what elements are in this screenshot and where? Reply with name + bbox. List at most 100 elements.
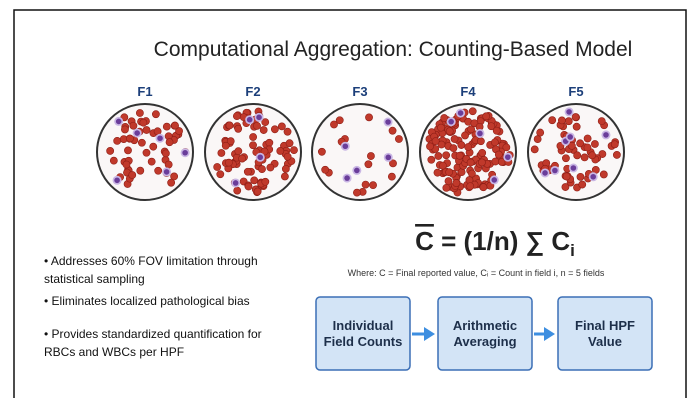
- rbc: [129, 171, 136, 178]
- rbc: [435, 152, 442, 159]
- rbc: [388, 173, 395, 180]
- rbc: [584, 144, 591, 151]
- rbc: [434, 169, 441, 176]
- rbc: [480, 184, 487, 191]
- wbc-nucleus: [114, 177, 120, 183]
- rbc: [581, 154, 588, 161]
- rbc: [458, 141, 465, 148]
- rbc: [137, 167, 144, 174]
- wbc-nucleus: [134, 130, 140, 136]
- formula: C = (1/n) ∑ Ci: [415, 226, 575, 260]
- rbc: [266, 139, 273, 146]
- rbc: [217, 171, 224, 178]
- wbc-nucleus: [385, 155, 391, 161]
- rbc: [537, 129, 544, 136]
- wbc-nucleus: [164, 169, 170, 175]
- formula-subscript: i: [570, 241, 575, 260]
- rbc: [443, 152, 450, 159]
- rbc: [254, 188, 261, 195]
- wbc-nucleus: [477, 131, 483, 137]
- rbc: [584, 135, 591, 142]
- rbc: [124, 147, 131, 154]
- wbc-nucleus: [571, 165, 577, 171]
- field-view: [312, 104, 408, 200]
- wbc-nucleus: [590, 174, 596, 180]
- field-label: F2: [245, 84, 260, 99]
- rbc: [445, 178, 452, 185]
- rbc: [432, 138, 439, 145]
- rbc: [152, 111, 159, 118]
- wbc-nucleus: [603, 132, 609, 138]
- rbc: [318, 148, 325, 155]
- wbc-nucleus: [458, 110, 464, 116]
- rbc: [114, 137, 121, 144]
- rbc: [277, 147, 284, 154]
- wbc-nucleus: [344, 175, 350, 181]
- rbc: [267, 164, 274, 171]
- rbc: [290, 147, 297, 154]
- field-label: F1: [137, 84, 152, 99]
- wbc-nucleus: [256, 115, 262, 121]
- wbc-nucleus: [505, 154, 511, 160]
- rbc: [477, 138, 484, 145]
- rbc: [251, 177, 258, 184]
- rbc: [140, 119, 147, 126]
- wbc-nucleus: [354, 168, 360, 174]
- bullet: • Addresses 60% FOV limitation through s…: [44, 252, 264, 288]
- bullet: • Provides standardized quantification f…: [44, 325, 264, 361]
- wbc-nucleus: [182, 150, 188, 156]
- rbc: [591, 140, 598, 147]
- rbc: [495, 151, 502, 158]
- rbc: [163, 123, 170, 130]
- rbc: [235, 148, 242, 155]
- rbc: [218, 149, 225, 156]
- rbc: [562, 155, 569, 162]
- rbc: [598, 118, 605, 125]
- wbc-nucleus: [233, 180, 239, 186]
- rbc: [258, 166, 265, 173]
- rbc: [426, 143, 433, 150]
- rbc: [534, 136, 541, 143]
- rbc: [168, 179, 175, 186]
- wbc-nucleus: [157, 135, 163, 141]
- arrow-head: [424, 327, 435, 341]
- rbc: [367, 152, 374, 159]
- rbc: [428, 156, 435, 163]
- wbc-nucleus: [257, 154, 263, 160]
- rbc: [278, 123, 285, 130]
- wbc-nucleus: [448, 119, 454, 125]
- rbc: [244, 168, 251, 175]
- rbc: [446, 128, 453, 135]
- rbc: [281, 173, 288, 180]
- rbc: [138, 139, 145, 146]
- step-label: Arithmetic Averaging: [438, 297, 532, 370]
- rbc: [162, 150, 169, 157]
- rbc: [286, 140, 293, 147]
- rbc: [107, 147, 114, 154]
- rbc: [389, 127, 396, 134]
- rbc: [165, 161, 172, 168]
- rbc: [365, 114, 372, 121]
- rbc: [491, 139, 498, 146]
- rbc: [589, 152, 596, 159]
- rbc: [353, 189, 360, 196]
- rbc: [155, 167, 162, 174]
- rbc: [336, 117, 343, 124]
- rbc: [166, 139, 173, 146]
- rbc: [233, 113, 240, 120]
- title: Computational Aggregation: Counting-Base…: [154, 38, 633, 61]
- rbc: [284, 153, 291, 160]
- rbc: [395, 135, 402, 142]
- rbc: [456, 152, 463, 159]
- rbc: [461, 132, 468, 139]
- rbc: [558, 117, 565, 124]
- rbc: [611, 141, 618, 148]
- rbc: [234, 187, 241, 194]
- rbc: [245, 183, 252, 190]
- rbc: [531, 146, 538, 153]
- rbc: [563, 173, 570, 180]
- rbc: [123, 161, 130, 168]
- rbc: [562, 183, 569, 190]
- rbc: [225, 159, 232, 166]
- rbc: [439, 162, 446, 169]
